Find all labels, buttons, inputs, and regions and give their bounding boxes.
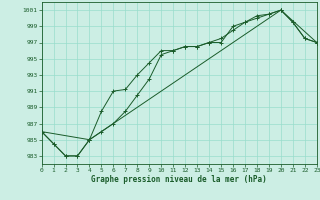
X-axis label: Graphe pression niveau de la mer (hPa): Graphe pression niveau de la mer (hPa) bbox=[91, 175, 267, 184]
